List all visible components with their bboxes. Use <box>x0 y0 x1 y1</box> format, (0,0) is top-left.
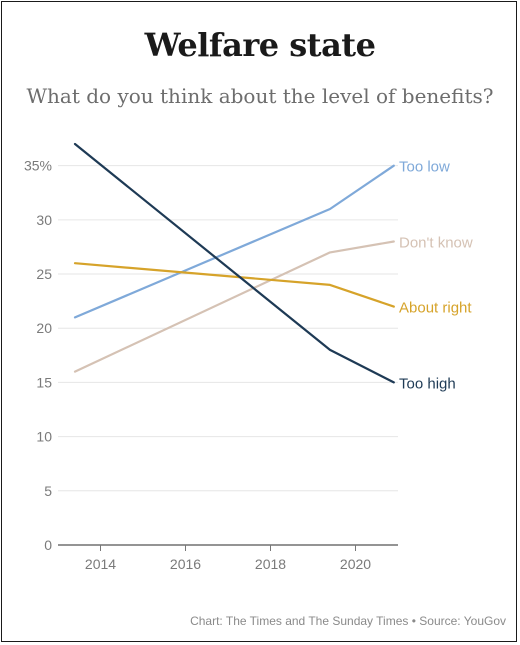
series-label-too-low: Too low <box>399 159 450 176</box>
series-lines <box>73 142 395 384</box>
gridlines <box>58 165 398 546</box>
series-labels: Too low Don't know About right Too high <box>399 159 473 393</box>
series-line-don-t-know <box>73 240 395 373</box>
x-axis-ticks: 2014 2016 2018 2020 <box>85 545 371 572</box>
series-label-about-right: About right <box>399 300 472 317</box>
chart-subtitle: What do you think about the level of ben… <box>26 84 494 108</box>
y-tick-label: 35% <box>24 158 52 174</box>
x-tick-label: 2016 <box>170 556 201 572</box>
y-tick-label: 30 <box>36 212 52 228</box>
series-line-about-right <box>73 262 395 308</box>
x-tick-label: 2020 <box>340 556 371 572</box>
chart-title: Welfare state <box>144 26 376 64</box>
y-tick-label: 15 <box>36 374 52 390</box>
x-tick-label: 2018 <box>255 556 286 572</box>
chart-credit: Chart: The Times and The Sunday Times • … <box>190 614 506 628</box>
series-line-too-high <box>73 142 395 384</box>
series-line-too-low <box>73 164 395 319</box>
series-label-too-high: Too high <box>399 375 456 392</box>
y-tick-label: 25 <box>36 266 52 282</box>
y-tick-label: 5 <box>44 483 52 499</box>
y-axis-ticks: 0 5 10 15 20 25 30 35% <box>24 158 52 553</box>
series-label-don-t-know: Don't know <box>399 235 473 252</box>
y-tick-label: 0 <box>44 537 52 553</box>
y-tick-label: 10 <box>36 429 52 445</box>
x-tick-label: 2014 <box>85 556 116 572</box>
y-tick-label: 20 <box>36 320 52 336</box>
